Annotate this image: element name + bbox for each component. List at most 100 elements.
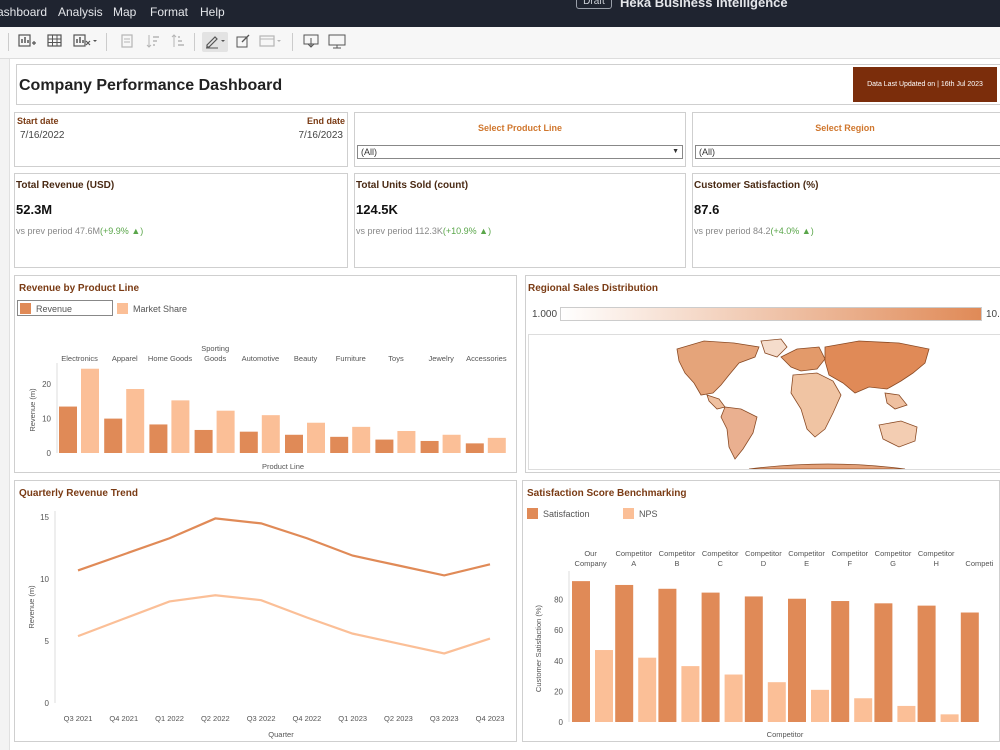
x-category-label: Toys	[388, 354, 404, 363]
add-chart-icon[interactable]	[16, 32, 38, 52]
kpi-title: Total Units Sold (count)	[356, 180, 469, 191]
x-category-label: Competitor	[615, 549, 652, 558]
y-tick-label: 40	[554, 657, 563, 666]
bar-satisfaction	[960, 612, 979, 722]
x-category-label: E	[804, 559, 809, 568]
menu-help[interactable]: Help	[200, 5, 225, 19]
bar-satisfaction	[701, 592, 720, 722]
download-icon[interactable]	[300, 32, 322, 52]
bar-nps	[854, 698, 873, 722]
kpi-value: 87.6	[694, 202, 720, 217]
product-line-dropdown[interactable]: (All) ▼	[357, 145, 683, 159]
draft-badge: Draft	[576, 0, 612, 9]
x-category-label: B	[674, 559, 679, 568]
remove-chart-icon[interactable]	[72, 32, 97, 52]
map-title: Regional Sales Distribution	[528, 283, 659, 294]
x-category-label: Competitor	[745, 549, 782, 558]
y-tick-label: 15	[40, 513, 49, 522]
bar-market-share	[171, 400, 190, 453]
edit-icon[interactable]	[232, 32, 254, 52]
chart-title: Satisfaction Score Benchmarking	[527, 488, 687, 499]
kpi-title: Total Revenue (USD)	[16, 180, 115, 191]
legend-market-share[interactable]: Market Share	[117, 303, 187, 314]
bar-revenue	[59, 406, 77, 453]
world-map[interactable]	[528, 334, 1000, 470]
kpi-comparison: vs prev period 84.2(+4.0% ▲)	[694, 226, 814, 236]
start-date-label: Start date	[17, 116, 59, 126]
y-tick-label: 0	[47, 449, 52, 458]
app-title: Heka Business Intelligence	[620, 0, 788, 10]
bar-revenue	[285, 434, 303, 453]
add-table-icon[interactable]	[44, 32, 66, 52]
chart-title: Revenue by Product Line	[19, 283, 140, 294]
end-date-value[interactable]: 7/16/2023	[298, 130, 344, 141]
color-scale-bar	[560, 307, 982, 321]
sort-ascending-icon[interactable]	[142, 32, 164, 52]
x-category-label: Competitor	[831, 549, 868, 558]
south-america-shape	[720, 406, 758, 460]
legend-label: Revenue	[36, 304, 73, 314]
bar-nps	[811, 689, 829, 722]
legend-label: NPS	[639, 509, 658, 519]
x-axis-title: Competitor	[767, 730, 804, 739]
present-icon[interactable]	[326, 32, 348, 52]
x-tick-label: Q4 2023	[476, 714, 505, 723]
europe-shape	[780, 346, 826, 372]
sort-descending-icon[interactable]	[167, 32, 189, 52]
bar-nps	[681, 666, 700, 722]
x-tick-label: Q2 2022	[201, 714, 230, 723]
bar-satisfaction	[744, 596, 763, 722]
toolbar-divider	[8, 33, 9, 51]
x-category-label: Electronics	[61, 354, 98, 363]
menu-analysis[interactable]: Analysis	[58, 5, 103, 19]
legend-satisfaction[interactable]: Satisfaction	[527, 508, 590, 519]
southeast-asia-shape	[884, 392, 908, 410]
legend-nps[interactable]: NPS	[623, 508, 658, 519]
bar-satisfaction	[615, 584, 634, 722]
bar-market-share	[352, 426, 371, 453]
menu-dashboard[interactable]: ashboard	[0, 5, 48, 19]
bar-market-share	[126, 389, 145, 453]
legend-label: Satisfaction	[543, 509, 590, 519]
x-category-label: Competitor	[918, 549, 955, 558]
sort-icon[interactable]	[116, 32, 138, 52]
layout-icon[interactable]	[258, 32, 284, 52]
legend-revenue[interactable]: Revenue	[17, 300, 113, 316]
trend-line-2	[77, 594, 491, 655]
pen-icon[interactable]	[202, 32, 228, 52]
x-tick-label: Q4 2021	[109, 714, 138, 723]
bar-satisfaction	[658, 588, 677, 722]
bar-satisfaction	[874, 603, 893, 722]
bar-satisfaction	[917, 605, 936, 722]
y-tick-label: 10	[42, 415, 51, 424]
bar-revenue	[149, 424, 168, 453]
kpi-prev: vs prev period 47.6M	[16, 226, 101, 236]
x-category-label: Our	[584, 549, 597, 558]
kpi-title: Customer Satisfaction (%)	[694, 180, 819, 191]
x-category-label: Home Goods	[148, 354, 192, 363]
region-dropdown[interactable]: (All)	[695, 145, 1000, 159]
menu-map[interactable]: Map	[113, 5, 137, 19]
x-tick-label: Q2 2023	[384, 714, 413, 723]
revenue-by-product-panel: Revenue by Product Line Revenue Market S…	[14, 275, 517, 473]
x-category-label: A	[631, 559, 636, 568]
kpi-value: 52.3M	[16, 202, 53, 217]
bar-revenue	[239, 431, 258, 453]
x-axis-title: Product Line	[262, 462, 304, 471]
x-category-label: Jewelry	[428, 354, 454, 363]
regional-sales-panel: Regional Sales Distribution 1.000 10.0	[525, 275, 1000, 473]
y-tick-label: 5	[45, 637, 50, 646]
chevron-down-icon: ▼	[672, 148, 679, 155]
start-date-value[interactable]: 7/16/2022	[20, 130, 65, 141]
y-axis-title: Revenue (m)	[27, 585, 36, 629]
x-category-label: Competitor	[788, 549, 825, 558]
menu-format[interactable]: Format	[150, 5, 189, 19]
toolbar-divider	[194, 33, 195, 51]
x-category-label: Sporting	[201, 344, 229, 353]
scale-min-label: 1.000	[532, 309, 558, 320]
region-value: (All)	[699, 147, 715, 157]
kpi-comparison: vs prev period 112.3K(+10.9% ▲)	[356, 226, 491, 236]
bar-satisfaction	[788, 598, 806, 722]
bar-revenue	[375, 439, 394, 453]
product-line-value: (All)	[361, 147, 377, 157]
